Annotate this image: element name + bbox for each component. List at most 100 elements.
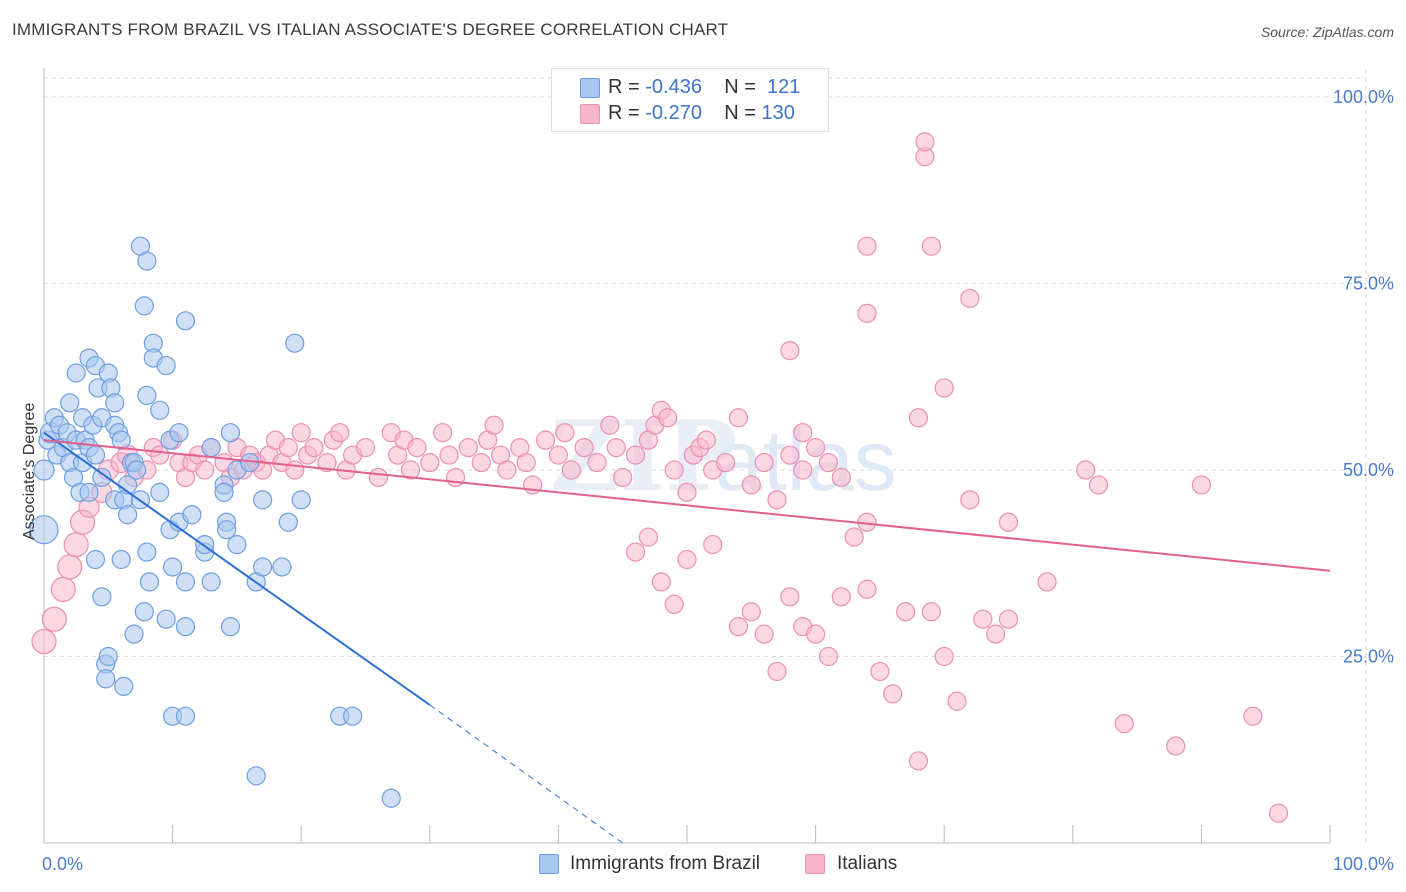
italians-point: [767, 661, 787, 682]
italians-point: [658, 408, 678, 428]
italians-point: [368, 467, 388, 488]
italians-point: [818, 452, 839, 473]
italians-point: [57, 554, 83, 580]
x-tick-label-right: 100.0%: [1333, 854, 1394, 874]
italians-point: [780, 587, 800, 607]
italians-point: [921, 602, 941, 622]
italians-point: [625, 542, 646, 562]
italians-point: [934, 378, 954, 398]
brazil-point: [246, 766, 266, 786]
italians-point: [613, 467, 633, 488]
r-label: R =: [608, 102, 646, 124]
brazil-point: [272, 557, 292, 577]
series-legend: Immigrants from Brazil Italians: [0, 852, 1406, 878]
italians-point: [587, 452, 607, 473]
italians-point: [497, 460, 517, 480]
brazil-point: [201, 572, 221, 592]
brazil-point: [139, 572, 160, 592]
brazil-point: [33, 459, 55, 481]
italians-point: [728, 408, 749, 428]
axes: [43, 68, 1331, 844]
brazil-legend-label[interactable]: Immigrants from Brazil: [570, 853, 761, 874]
brazil-point: [111, 549, 131, 570]
italians-point: [195, 460, 215, 480]
italians-point: [780, 341, 800, 361]
brazil-point: [214, 482, 234, 502]
italians-point: [433, 423, 453, 443]
italians-point: [883, 684, 903, 704]
italians-legend-label[interactable]: Italians: [837, 853, 898, 874]
italians-point: [793, 460, 813, 480]
brazil-point: [85, 549, 106, 570]
brazil-point: [169, 423, 189, 443]
italians-point: [1088, 475, 1109, 495]
brazil-point: [182, 505, 202, 525]
italians-point: [805, 624, 826, 644]
y-tick-label: 50.0%: [1343, 460, 1394, 480]
italians-legend-swatch[interactable]: [805, 854, 825, 874]
brazil-point: [253, 490, 273, 510]
brazil-point: [124, 624, 144, 644]
italians-point: [908, 751, 929, 771]
italians-point: [973, 609, 993, 629]
brazil-points: [29, 236, 401, 808]
italians-point: [780, 445, 800, 465]
brazil-point: [137, 251, 157, 271]
brazil-point: [285, 333, 305, 353]
italians-point: [41, 606, 67, 632]
italians-point: [960, 490, 980, 510]
italians-point: [445, 467, 466, 488]
italians-point: [285, 460, 305, 480]
brazil-point: [126, 460, 147, 480]
brazil-trend-extension: [429, 704, 623, 844]
brazil-point: [92, 467, 112, 488]
italians-swatch: [580, 104, 600, 124]
italians-point: [921, 236, 941, 256]
italians-point: [484, 415, 504, 435]
y-tick-label: 100.0%: [1333, 87, 1394, 107]
brazil-point: [175, 617, 196, 637]
brazil-point: [29, 515, 59, 545]
italians-trend-line: [43, 439, 1331, 572]
italians-point: [754, 452, 774, 473]
brazil-point: [60, 393, 80, 413]
y-axis-label: Associate's Degree: [21, 403, 38, 540]
italians-point: [831, 467, 851, 488]
y-tick-label: 25.0%: [1343, 647, 1394, 667]
italians-point: [420, 452, 440, 473]
italians-point: [818, 646, 839, 667]
italians-point: [574, 438, 594, 458]
italians-point: [555, 423, 575, 443]
italians-point: [960, 288, 980, 309]
italians-point: [741, 602, 761, 622]
brazil-point: [134, 602, 154, 622]
italians-point: [715, 452, 736, 473]
brazil-point: [156, 355, 176, 376]
italians-point: [696, 430, 716, 450]
brazil-point: [137, 385, 157, 405]
r-value-brazil: -0.436: [645, 76, 702, 98]
n-label: N =: [724, 76, 762, 98]
italians-point: [625, 445, 646, 465]
chart-title: IMMIGRANTS FROM BRAZIL VS ITALIAN ASSOCI…: [12, 20, 729, 39]
brazil-point: [253, 557, 273, 577]
italians-point: [535, 430, 556, 450]
italians-point: [651, 572, 671, 592]
brazil-point: [175, 311, 196, 331]
brazil-point: [92, 587, 112, 607]
grid-lines: [44, 70, 1367, 843]
brazil-point: [85, 445, 106, 465]
brazil-point: [381, 788, 401, 808]
y-tick-label: 75.0%: [1343, 274, 1394, 294]
italians-point: [1191, 475, 1212, 495]
brazil-point: [111, 430, 131, 450]
italians-point: [703, 534, 723, 555]
italians-point: [986, 624, 1006, 644]
brazil-trend-line: [43, 431, 431, 706]
r-label: R =: [608, 76, 646, 98]
italians-point: [857, 303, 877, 323]
brazil-legend-swatch[interactable]: [539, 854, 559, 874]
italians-point: [330, 423, 350, 443]
brazil-point: [105, 393, 125, 413]
